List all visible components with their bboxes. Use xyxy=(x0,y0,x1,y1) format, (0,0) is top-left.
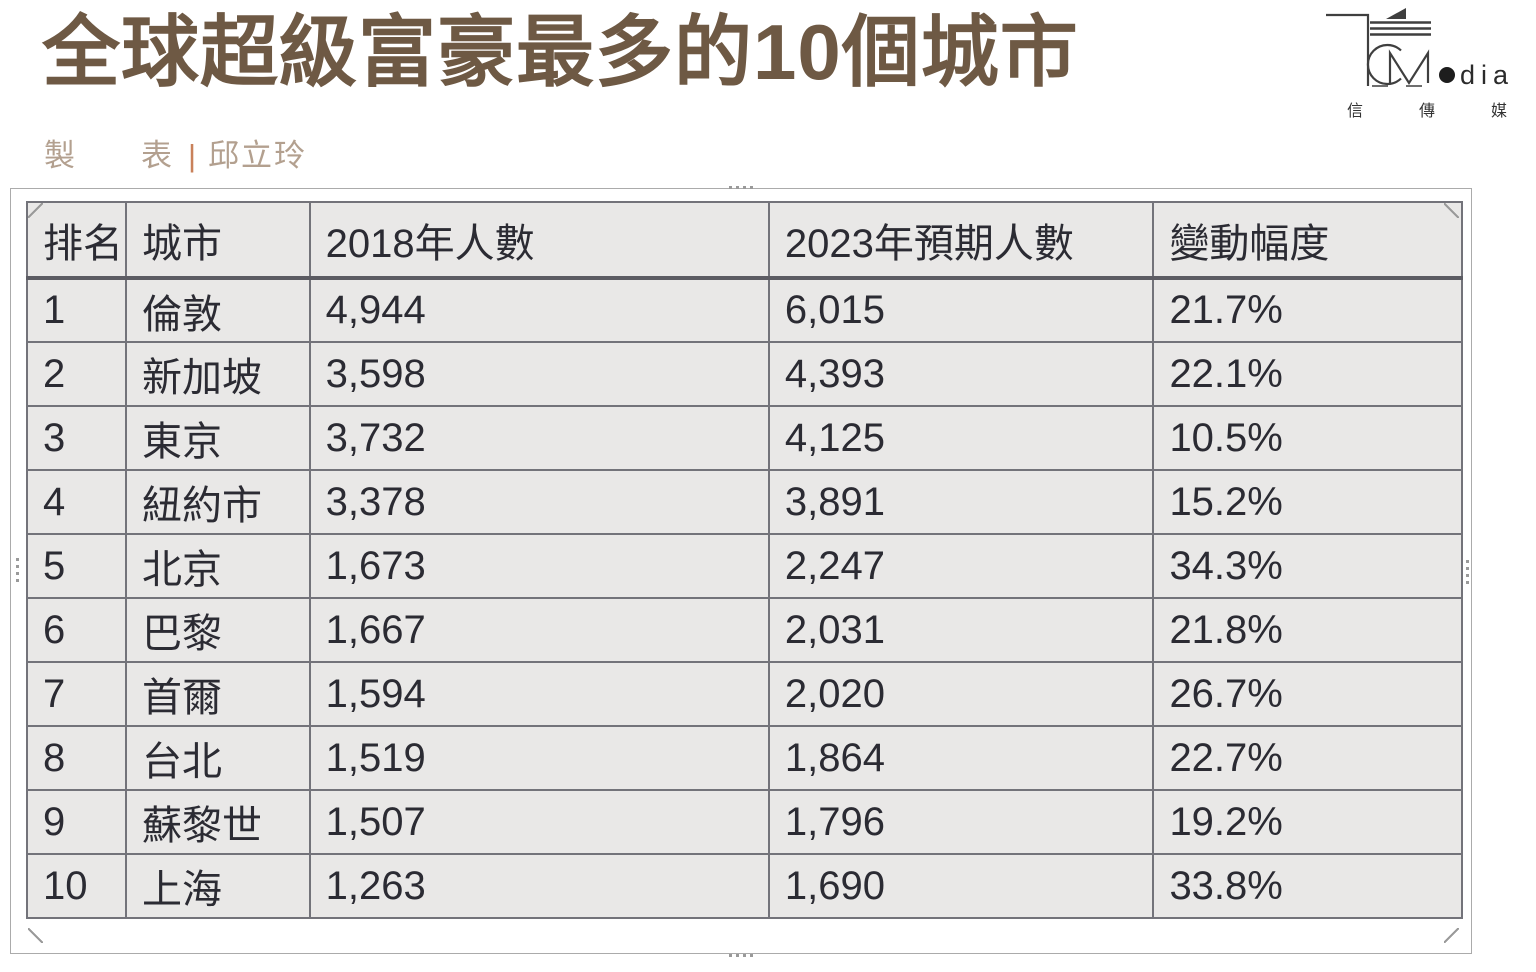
table-frame[interactable]: 排名 城市 2018年人數 2023年預期人數 變動幅度 1 倫敦 4,944 6,015 21… xyxy=(10,186,1472,957)
table-cell-count-2018: 4,944 xyxy=(308,277,770,343)
table-cell-count-2023: 1,690 xyxy=(767,853,1155,919)
table-cell-change: 26.7% xyxy=(1152,661,1463,727)
table-cell-rank: 9 xyxy=(26,789,127,855)
logo-yan-strokes xyxy=(1370,21,1431,36)
table-cell-count-2023: 3,891 xyxy=(767,469,1155,535)
corner-fold-bottom-right xyxy=(1444,928,1459,943)
cmedia-logo: dia 信 傳 媒 xyxy=(1320,4,1522,124)
table-cell-count-2023: 4,393 xyxy=(767,341,1155,407)
table-row: 4 紐約市 3,378 3,891 15.2% xyxy=(26,469,1463,535)
table-cell-rank: 5 xyxy=(26,533,127,599)
table-cell-rank: 4 xyxy=(26,469,127,535)
drag-handle-left[interactable] xyxy=(16,558,19,585)
table-row: 5 北京 1,673 2,247 34.3% xyxy=(26,533,1463,599)
table-cell-rank: 3 xyxy=(26,405,127,471)
table-cell-city: 上海 xyxy=(125,853,311,919)
table-cell-city: 蘇黎世 xyxy=(125,789,311,855)
table-cell-count-2018: 1,507 xyxy=(308,789,770,855)
table-cell-rank: 1 xyxy=(26,277,127,343)
table-cell-count-2023: 2,247 xyxy=(767,533,1155,599)
table-cell-city: 北京 xyxy=(125,533,311,599)
table-cell-city: 東京 xyxy=(125,405,311,471)
column-header-change: 變動幅度 xyxy=(1152,201,1463,279)
logo-letter-c xyxy=(1366,43,1402,86)
table-cell-rank: 8 xyxy=(26,725,127,791)
logo-letter-e xyxy=(1439,67,1455,83)
table-row: 9 蘇黎世 1,507 1,796 19.2% xyxy=(26,789,1463,855)
corner-fold-top-left xyxy=(28,203,43,218)
table-row: 6 巴黎 1,667 2,031 21.8% xyxy=(26,597,1463,663)
table-cell-change: 34.3% xyxy=(1152,533,1463,599)
table-cell-rank: 6 xyxy=(26,597,127,663)
table-cell-count-2023: 6,015 xyxy=(767,277,1155,343)
byline-word-1: 製 xyxy=(44,138,77,173)
page-title: 全球超級富豪最多的10個城市 xyxy=(42,8,1079,96)
drag-handle-right[interactable] xyxy=(1466,560,1469,587)
column-header-count-2023: 2023年預期人數 xyxy=(767,201,1155,279)
table-cell-change: 21.8% xyxy=(1152,597,1463,663)
table-row: 10 上海 1,263 1,690 33.8% xyxy=(26,853,1463,919)
drag-handle-bottom[interactable] xyxy=(729,954,756,957)
table-cell-change: 10.5% xyxy=(1152,405,1463,471)
table-row: 8 台北 1,519 1,864 22.7% xyxy=(26,725,1463,791)
logo-cjk-chuan: 傳 xyxy=(1419,102,1435,120)
table-row: 2 新加坡 3,598 4,393 22.1% xyxy=(26,341,1463,407)
byline-author: 邱立玲 xyxy=(208,138,308,173)
table-row: 7 首爾 1,594 2,020 26.7% xyxy=(26,661,1463,727)
table-cell-city: 台北 xyxy=(125,725,311,791)
logo-wordmark-tail: dia xyxy=(1460,60,1514,90)
table-cell-city: 倫敦 xyxy=(125,277,311,343)
logo-cjk-xin: 信 xyxy=(1347,102,1363,120)
rich-city-table: 排名 城市 2018年人數 2023年預期人數 變動幅度 1 倫敦 4,944 6,015 21… xyxy=(26,201,1463,919)
table-cell-count-2018: 3,598 xyxy=(308,341,770,407)
table-cell-change: 33.8% xyxy=(1152,853,1463,919)
table-cell-rank: 10 xyxy=(26,853,127,919)
table-head-row: 排名 城市 2018年人數 2023年預期人數 變動幅度 xyxy=(26,201,1463,279)
corner-fold-top-right xyxy=(1444,203,1459,218)
table-cell-count-2018: 1,673 xyxy=(308,533,770,599)
logo-flag-triangle xyxy=(1386,8,1406,19)
table-row: 1 倫敦 4,944 6,015 21.7% xyxy=(26,277,1463,343)
table-cell-rank: 7 xyxy=(26,661,127,727)
column-header-city: 城市 xyxy=(125,201,311,279)
table-cell-change: 15.2% xyxy=(1152,469,1463,535)
byline-separator: | xyxy=(188,138,199,173)
table-cell-city: 首爾 xyxy=(125,661,311,727)
logo-letter-m xyxy=(1388,49,1430,86)
drag-handle-top[interactable] xyxy=(729,186,756,189)
table-cell-count-2018: 3,732 xyxy=(308,405,770,471)
table-row: 3 東京 3,732 4,125 10.5% xyxy=(26,405,1463,471)
table-cell-change: 21.7% xyxy=(1152,277,1463,343)
table-cell-count-2018: 3,378 xyxy=(308,469,770,535)
table-cell-count-2018: 1,519 xyxy=(308,725,770,791)
table-cell-count-2023: 1,864 xyxy=(767,725,1155,791)
table-cell-count-2018: 1,667 xyxy=(308,597,770,663)
table-cell-change: 22.1% xyxy=(1152,341,1463,407)
table-body: 1 倫敦 4,944 6,015 21.7% 2 新加坡 3,598 4,393 22.1% 3 東京… xyxy=(26,277,1463,919)
table-cell-count-2018: 1,594 xyxy=(308,661,770,727)
logo-bracket-stroke xyxy=(1326,13,1370,86)
column-header-count-2018: 2018年人數 xyxy=(308,201,770,279)
byline-word-2: 表 xyxy=(141,138,174,173)
table-cell-city: 巴黎 xyxy=(125,597,311,663)
table-cell-count-2023: 2,020 xyxy=(767,661,1155,727)
table-cell-count-2023: 1,796 xyxy=(767,789,1155,855)
logo-cjk-mei: 媒 xyxy=(1491,102,1507,120)
cmedia-logo-icon: dia 信 傳 媒 xyxy=(1326,8,1514,120)
table-cell-city: 紐約市 xyxy=(125,469,311,535)
byline: 製 表 | 邱立玲 xyxy=(44,130,307,175)
table-cell-city: 新加坡 xyxy=(125,341,311,407)
table-cell-change: 22.7% xyxy=(1152,725,1463,791)
table-cell-count-2023: 4,125 xyxy=(767,405,1155,471)
corner-fold-bottom-left xyxy=(28,928,43,943)
table-cell-change: 19.2% xyxy=(1152,789,1463,855)
table-cell-count-2018: 1,263 xyxy=(308,853,770,919)
table-cell-count-2023: 2,031 xyxy=(767,597,1155,663)
table-cell-rank: 2 xyxy=(26,341,127,407)
